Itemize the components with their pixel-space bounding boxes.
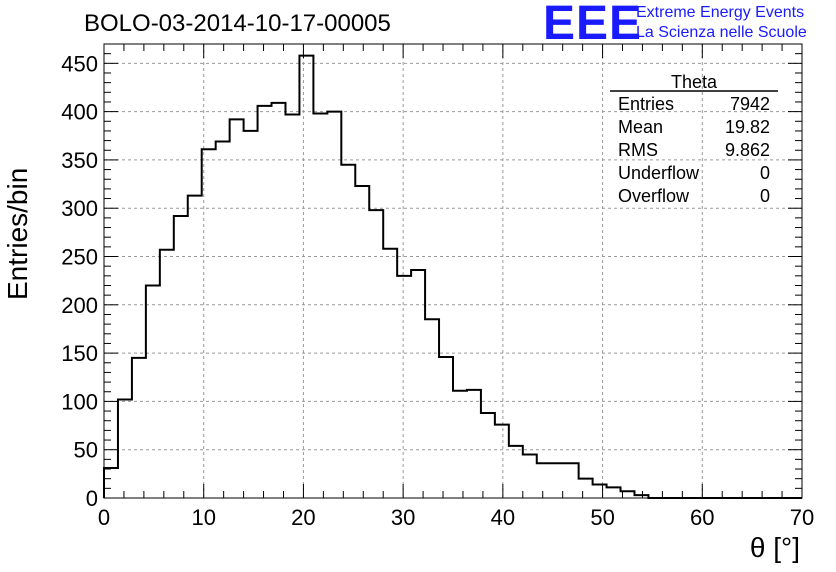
grid xyxy=(104,44,802,498)
stats-name: Theta xyxy=(671,72,718,92)
x-tick-label: 10 xyxy=(191,505,215,530)
plot-frame xyxy=(103,43,803,499)
stats-value: 19.82 xyxy=(725,117,770,137)
stats-value: 0 xyxy=(760,186,770,206)
y-tick-label: 300 xyxy=(61,196,98,221)
stats-value: 0 xyxy=(760,163,770,183)
stats-label: Underflow xyxy=(618,163,700,183)
stats-value: 7942 xyxy=(730,94,770,114)
y-tick-label: 0 xyxy=(86,486,98,511)
chart-title: BOLO-03-2014-10-17-00005 xyxy=(84,10,391,37)
y-tick-label: 450 xyxy=(61,51,98,76)
x-tick-label: 60 xyxy=(690,505,714,530)
x-tick-label: 70 xyxy=(790,505,814,530)
stats-label: Overflow xyxy=(618,186,690,206)
y-tick-label: 100 xyxy=(61,389,98,414)
y-tick-label: 400 xyxy=(61,100,98,125)
x-tick-label: 40 xyxy=(491,505,515,530)
histogram-line xyxy=(103,54,802,499)
y-tick-label: 350 xyxy=(61,148,98,173)
stats-label: RMS xyxy=(618,140,658,160)
stats-label: Entries xyxy=(618,94,674,114)
axis-ticks xyxy=(103,43,803,499)
x-axis-title: θ [°] xyxy=(749,532,800,563)
stats-value: 9.862 xyxy=(725,140,770,160)
x-tick-label: 0 xyxy=(98,505,110,530)
x-tick-label: 50 xyxy=(590,505,614,530)
y-tick-label: 50 xyxy=(74,438,98,463)
stats-label: Mean xyxy=(618,117,663,137)
x-tick-label: 20 xyxy=(291,505,315,530)
y-axis-title: Entries/bin xyxy=(2,167,33,300)
x-tick-label: 30 xyxy=(391,505,415,530)
y-tick-label: 250 xyxy=(61,245,98,270)
logo-line-2: La Scienza nelle Scuole xyxy=(636,24,807,41)
eee-logo: EEE xyxy=(543,0,643,50)
logo-line-1: Extreme Energy Events xyxy=(636,4,805,21)
y-tick-label: 200 xyxy=(61,293,98,318)
y-tick-label: 150 xyxy=(61,341,98,366)
